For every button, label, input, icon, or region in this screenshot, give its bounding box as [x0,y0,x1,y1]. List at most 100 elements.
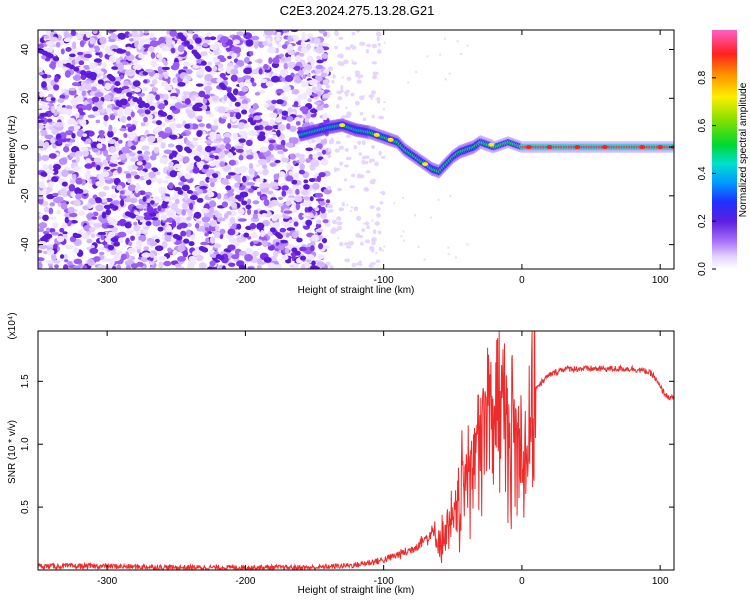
noise-speckle [123,132,128,139]
noise-speckle [294,195,303,203]
noise-speckle [340,84,344,90]
noise-speckle [225,143,232,150]
noise-speckle [330,138,335,144]
snr-y-ticks: 0.5 1.0 1.5 [20,374,674,514]
noise-speckle [317,254,325,260]
noise-speckle [269,112,278,119]
noise-speckle [246,154,254,160]
noise-speckle [287,141,294,149]
noise-speckle [351,173,356,178]
noise-streak [254,125,261,131]
noise-speckle [370,262,377,266]
noise-speckle [316,59,324,64]
noise-speckle [284,247,290,255]
noise-speckle [177,181,185,186]
noise-speckle [153,72,160,80]
noise-speckle [86,202,92,208]
noise-speckle [145,94,152,103]
noise-speckle [54,264,59,269]
noise-speckle [243,123,250,129]
noise-speckle [133,87,142,93]
noise-speckle [92,106,99,112]
ridge-peak [422,162,429,167]
noise-speckle [325,199,331,204]
noise-speckle [48,44,54,53]
noise-speckle [344,164,349,168]
noise-speckle [331,219,337,225]
noise-speckle [357,140,362,145]
noise-speckle [231,117,237,123]
noise-speckle [82,57,89,62]
noise-speckle [68,53,76,58]
noise-speckle [65,130,74,136]
noise-speckle [103,94,112,102]
noise-speckle [262,240,268,248]
noise-speckle [249,241,254,247]
noise-speckle [99,108,106,114]
noise-speck [448,72,451,75]
noise-speckle [157,66,163,74]
noise-speckle [138,54,145,59]
noise-speckle [48,164,53,171]
spectrogram-x-ticks: -300 -200 -100 0 100 [97,30,669,286]
noise-speckle [325,84,331,89]
noise-speckle [316,55,322,60]
noise-speckle [161,66,171,71]
noise-streak [221,85,228,91]
noise-speckle [360,241,364,246]
noise-speckle [365,170,371,174]
noise-streak [95,197,102,203]
noise-speckle [60,48,65,55]
noise-speckle [335,140,341,145]
noise-speckle [61,190,69,197]
noise-speckle [192,104,199,112]
noise-speckle [146,237,155,243]
noise-speckle [176,171,183,177]
y-tick-label: 0 [20,144,31,150]
noise-speckle [336,103,340,109]
noise-speckle [118,139,123,144]
noise-speckle [311,86,317,92]
noise-streak [196,130,203,136]
noise-speckle [327,185,332,191]
noise-speckle [119,127,127,132]
noise-speckle [201,207,210,214]
noise-speckle [258,68,263,75]
noise-speckle [300,189,309,196]
noise-speckle [195,83,204,87]
noise-speckle [115,48,124,54]
noise-speckle [288,137,294,144]
noise-speck [362,95,365,98]
colorbar-tick-label: 0.6 [697,118,708,132]
noise-speckle [130,235,136,241]
noise-speckle [150,52,156,59]
noise-speckle [293,172,300,180]
noise-speckle [148,114,153,120]
noise-speckle [315,148,321,152]
noise-speckle [243,232,250,238]
noise-speckle [175,123,183,129]
noise-speckle [83,53,92,59]
noise-speckle [39,129,48,137]
noise-speckle [136,109,145,114]
noise-speckle [205,110,211,115]
noise-speck [350,209,353,212]
noise-speckle [270,193,276,198]
noise-streak [80,70,87,76]
noise-speckle [353,206,359,212]
noise-speckle [46,186,53,193]
noise-speckle [148,259,155,266]
noise-speckle [318,242,324,250]
noise-speckle [82,149,89,157]
noise-speckle [274,117,283,123]
noise-speckle [90,233,96,239]
noise-speckle [38,153,42,161]
noise-streak [241,109,248,115]
noise-speckle [213,51,220,56]
noise-speckle [312,182,320,190]
noise-speckle [287,50,295,56]
noise-speckle [221,201,229,208]
noise-speckle [130,171,138,176]
noise-speckle [48,228,56,233]
noise-speckle [315,143,323,150]
